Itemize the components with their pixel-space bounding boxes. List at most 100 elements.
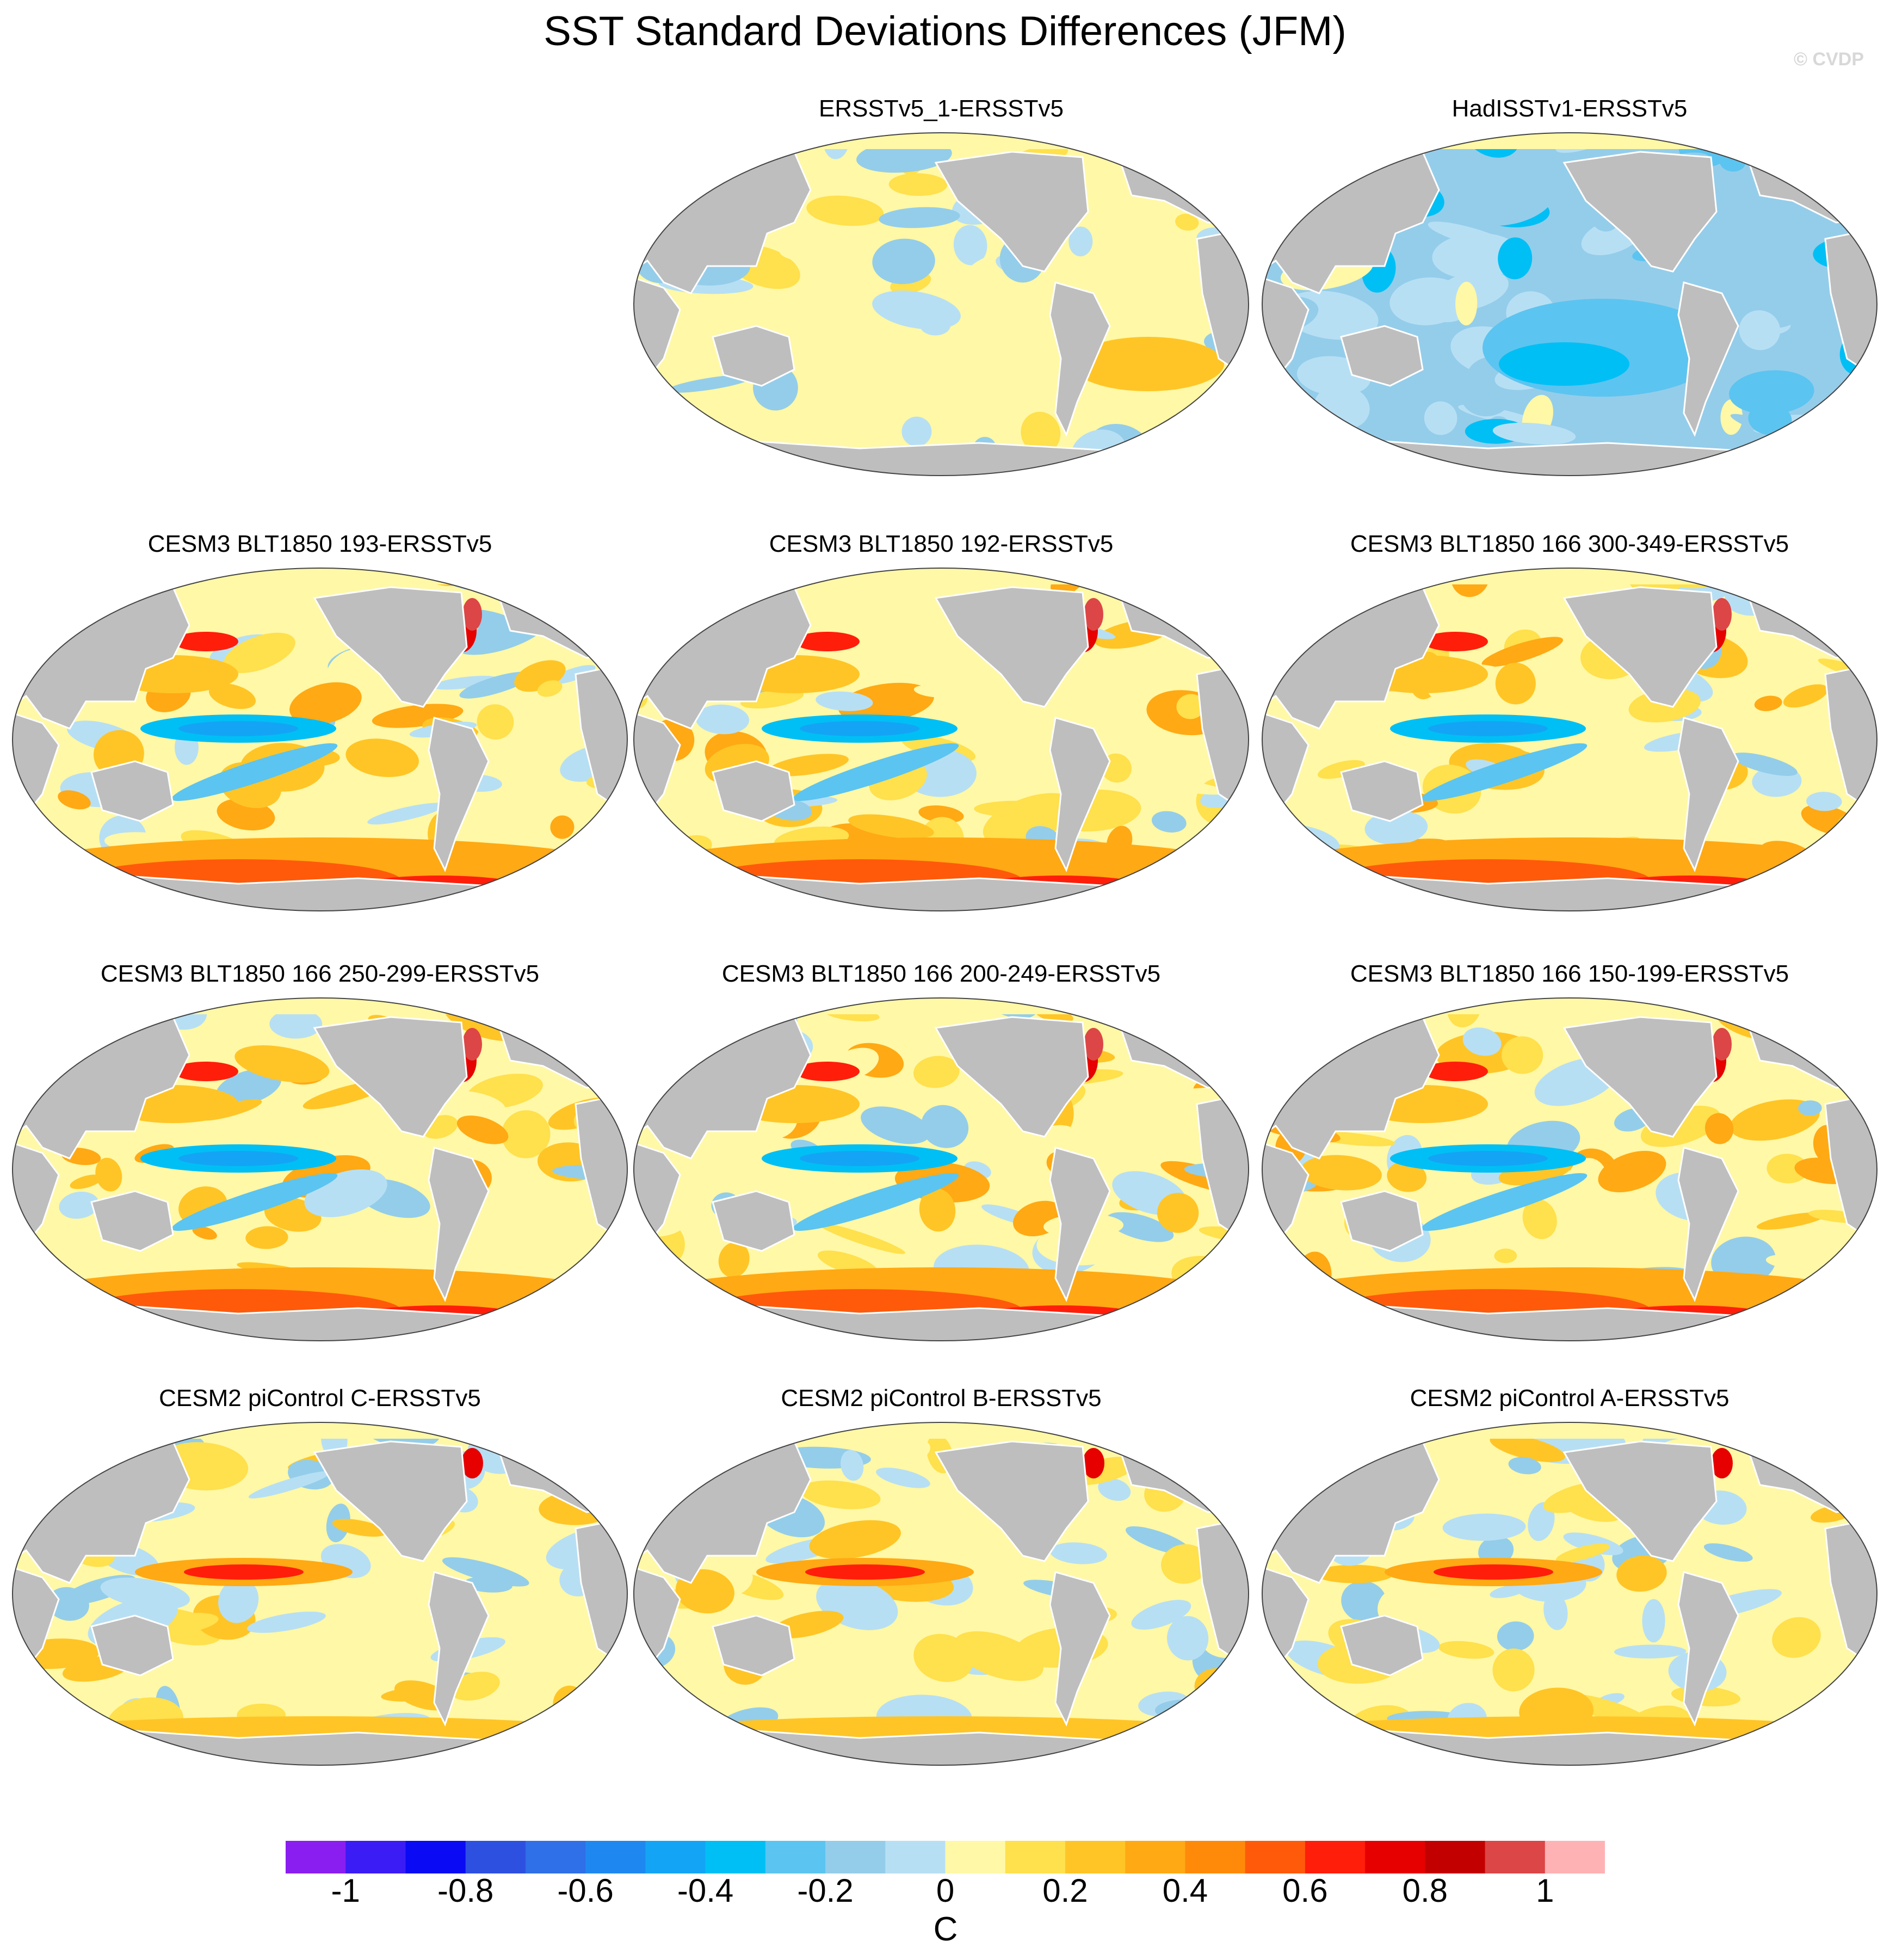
arctic-cold-spot [1363, 1428, 1417, 1444]
map-panel: CESM3 BLT1850 166 200-249-ERSSTv5 [631, 960, 1251, 1341]
south-america-landmass [428, 1571, 490, 1727]
sst-anomaly [95, 1157, 122, 1192]
sst-anomaly [848, 814, 934, 839]
equatorial-cold-tongue [178, 1151, 298, 1166]
map-panel: CESM2 piControl B-ERSSTv5 [631, 1385, 1251, 1766]
sst-anomaly [1555, 1543, 1610, 1563]
sst-anomaly [1286, 579, 1339, 601]
sst-anomaly [1840, 1056, 1877, 1070]
map-border [633, 568, 1249, 911]
sst-anomaly [13, 1286, 85, 1316]
sst-anomaly [1502, 1036, 1543, 1074]
colorbar-tick-label: 1 [1536, 1872, 1554, 1909]
south-america-landmass [428, 717, 490, 872]
sst-anomaly [1152, 779, 1226, 795]
arctic-cold-spot [1363, 574, 1417, 589]
panel-title: CESM3 BLT1850 166 200-249-ERSSTv5 [721, 960, 1161, 987]
arctic-cold-spot [113, 1004, 168, 1019]
sst-anomaly [1739, 310, 1781, 350]
colorbar-swatch [765, 1841, 826, 1873]
sst-anomaly [431, 675, 498, 690]
sst-anomaly [13, 1321, 46, 1341]
map-panel: CESM3 BLT1850 193-ERSSTv5 [10, 531, 630, 911]
colorbar-swatch [1245, 1841, 1306, 1873]
sst-anomaly [1202, 1694, 1249, 1735]
sst-map [633, 1422, 1249, 1766]
arctic-cold-spot [734, 574, 789, 589]
arctic-cold-spot [734, 1004, 789, 1019]
sst-anomaly [1278, 1283, 1347, 1323]
colorbar-tick-label: 0.4 [1162, 1872, 1208, 1909]
figure-title: SST Standard Deviations Differences (JFM… [543, 8, 1347, 54]
arctic-cold-spot [734, 1428, 789, 1444]
sst-anomaly [779, 244, 826, 262]
sst-anomaly [1162, 239, 1202, 261]
antarctica-landmass [1262, 1729, 1877, 1765]
sst-anomaly [345, 738, 419, 778]
sst-anomaly [1798, 1100, 1822, 1116]
sst-anomaly [1262, 1690, 1313, 1706]
sst-anomaly [1169, 878, 1226, 911]
gulf-stream-warm [1084, 1028, 1103, 1061]
sst-anomaly [192, 1226, 217, 1240]
colorbar-swatch [1485, 1841, 1546, 1873]
sst-anomaly [367, 803, 445, 825]
sst-anomaly [1201, 868, 1249, 911]
colorbar-swatch [1005, 1841, 1066, 1873]
australia-landmass [1340, 760, 1424, 822]
sst-anomaly [1428, 221, 1513, 251]
sst-map [12, 997, 628, 1341]
map-border [12, 1422, 628, 1766]
colorbar-units: C [933, 1910, 958, 1948]
sst-anomaly [879, 207, 960, 229]
sst-anomaly [442, 1557, 529, 1587]
sst-anomaly [1175, 213, 1199, 231]
colorbar-swatch [1305, 1841, 1366, 1873]
sst-anomaly [1767, 1154, 1808, 1184]
sst-anomaly [1765, 1254, 1812, 1269]
sst-anomaly [585, 1257, 627, 1292]
south-america-landmass [1049, 717, 1111, 872]
sst-anomaly [654, 176, 713, 198]
antarctica-landmass [13, 874, 627, 911]
sst-anomaly [248, 1471, 331, 1499]
gulf-stream-warm [462, 1028, 482, 1061]
sst-anomaly [1157, 1193, 1199, 1233]
sst-anomaly [1462, 1027, 1502, 1056]
equatorial-cold-tongue [1428, 721, 1548, 736]
sst-anomaly [1783, 684, 1829, 708]
colorbar-swatch [345, 1841, 406, 1873]
sst-anomaly [537, 680, 563, 697]
colorbar-swatch [885, 1841, 946, 1873]
panel-title: HadISSTv1-ERSSTv5 [1452, 95, 1688, 122]
sst-anomaly [1175, 621, 1226, 634]
kuroshio-warm [1423, 1062, 1488, 1081]
map-panel: HadISSTv1-ERSSTv5 [1259, 95, 1880, 476]
map-panel: CESM3 BLT1850 192-ERSSTv5 [631, 531, 1251, 911]
sst-anomaly [29, 1753, 63, 1765]
sst-anomaly [634, 1435, 707, 1454]
sst-anomaly [1176, 1732, 1249, 1765]
sst-anomaly [247, 1611, 326, 1633]
sst-anomaly [1764, 1422, 1846, 1431]
sst-anomaly [509, 1435, 543, 1449]
sst-anomaly [695, 704, 750, 735]
sst-anomaly [1730, 1099, 1820, 1141]
sst-anomaly [13, 568, 54, 577]
sst-anomaly [800, 1480, 881, 1509]
sst-anomaly [1543, 1592, 1568, 1630]
sst-anomaly [332, 1519, 387, 1537]
sst-anomaly [1759, 1008, 1845, 1042]
antarctica-landmass [1262, 439, 1877, 476]
arctic-cold-spot [113, 1428, 168, 1444]
sst-anomaly [711, 820, 767, 837]
sst-anomaly [31, 568, 108, 582]
sst-anomaly [659, 1727, 737, 1765]
antarctica-landmass [634, 1729, 1249, 1765]
gulf-stream-warm [1712, 598, 1732, 631]
sst-anomaly [1067, 388, 1127, 417]
sst-anomaly [788, 1171, 819, 1205]
australia-landmass [90, 1614, 174, 1677]
map-border [12, 568, 628, 911]
sst-anomaly [1704, 1113, 1734, 1144]
